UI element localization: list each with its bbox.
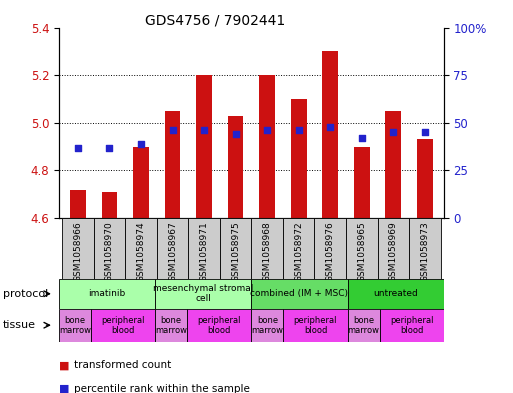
Text: bone
marrow: bone marrow <box>251 316 283 335</box>
Point <box>389 129 398 136</box>
Text: peripheral
blood: peripheral blood <box>102 316 145 335</box>
Bar <box>165 111 181 218</box>
Text: ■: ■ <box>59 384 69 393</box>
Bar <box>354 147 370 218</box>
Point <box>105 145 113 151</box>
Point <box>74 145 82 151</box>
Text: peripheral
blood: peripheral blood <box>294 316 337 335</box>
Text: peripheral
blood: peripheral blood <box>198 316 241 335</box>
Bar <box>157 218 188 279</box>
Bar <box>102 192 117 218</box>
Bar <box>314 218 346 279</box>
Text: tissue: tissue <box>3 320 35 330</box>
Text: GSM1058965: GSM1058965 <box>357 221 366 282</box>
Bar <box>94 218 125 279</box>
Text: GSM1058972: GSM1058972 <box>294 221 303 282</box>
Text: untreated: untreated <box>373 289 418 298</box>
Bar <box>322 51 338 218</box>
Bar <box>283 218 314 279</box>
Point <box>200 127 208 134</box>
Point <box>421 129 429 136</box>
Bar <box>283 309 348 342</box>
Text: percentile rank within the sample: percentile rank within the sample <box>74 384 250 393</box>
Bar <box>187 309 251 342</box>
Bar <box>133 147 149 218</box>
Bar <box>188 218 220 279</box>
Text: combined (IM + MSC): combined (IM + MSC) <box>250 289 348 298</box>
Text: GSM1058974: GSM1058974 <box>136 221 146 282</box>
Point <box>326 123 334 130</box>
Text: bone
marrow: bone marrow <box>348 316 380 335</box>
Bar <box>291 99 307 218</box>
Point <box>358 135 366 141</box>
Point <box>294 127 303 134</box>
Text: bone
marrow: bone marrow <box>155 316 187 335</box>
Bar <box>385 111 401 218</box>
Text: protocol: protocol <box>3 289 48 299</box>
Bar <box>251 218 283 279</box>
Bar <box>196 75 212 218</box>
Text: GSM1058971: GSM1058971 <box>200 221 209 282</box>
Bar <box>251 309 283 342</box>
Bar <box>346 218 378 279</box>
Text: GSM1058969: GSM1058969 <box>389 221 398 282</box>
Bar <box>59 309 91 342</box>
Point <box>137 141 145 147</box>
Text: GSM1058976: GSM1058976 <box>326 221 334 282</box>
Text: GSM1058975: GSM1058975 <box>231 221 240 282</box>
Text: GDS4756 / 7902441: GDS4756 / 7902441 <box>145 14 286 28</box>
Text: ■: ■ <box>59 360 69 371</box>
Bar <box>259 75 275 218</box>
Text: GSM1058966: GSM1058966 <box>73 221 83 282</box>
Bar <box>378 218 409 279</box>
Text: GSM1058968: GSM1058968 <box>263 221 272 282</box>
Bar <box>409 218 441 279</box>
Bar <box>59 279 155 309</box>
Bar <box>417 140 432 218</box>
Text: imatinib: imatinib <box>88 289 126 298</box>
Text: GSM1058967: GSM1058967 <box>168 221 177 282</box>
Point <box>168 127 176 134</box>
Bar <box>125 218 157 279</box>
Bar <box>155 309 187 342</box>
Point <box>231 131 240 138</box>
Bar <box>348 309 380 342</box>
Text: mesenchymal stromal
cell: mesenchymal stromal cell <box>153 284 253 303</box>
Text: GSM1058970: GSM1058970 <box>105 221 114 282</box>
Bar <box>348 279 444 309</box>
Bar <box>91 309 155 342</box>
Point <box>263 127 271 134</box>
Bar <box>155 279 251 309</box>
Bar <box>251 279 348 309</box>
Text: peripheral
blood: peripheral blood <box>390 316 433 335</box>
Bar <box>228 116 244 218</box>
Bar <box>380 309 444 342</box>
Text: GSM1058973: GSM1058973 <box>420 221 429 282</box>
Text: bone
marrow: bone marrow <box>59 316 91 335</box>
Bar <box>70 189 86 218</box>
Bar <box>220 218 251 279</box>
Bar <box>62 218 94 279</box>
Text: transformed count: transformed count <box>74 360 172 371</box>
